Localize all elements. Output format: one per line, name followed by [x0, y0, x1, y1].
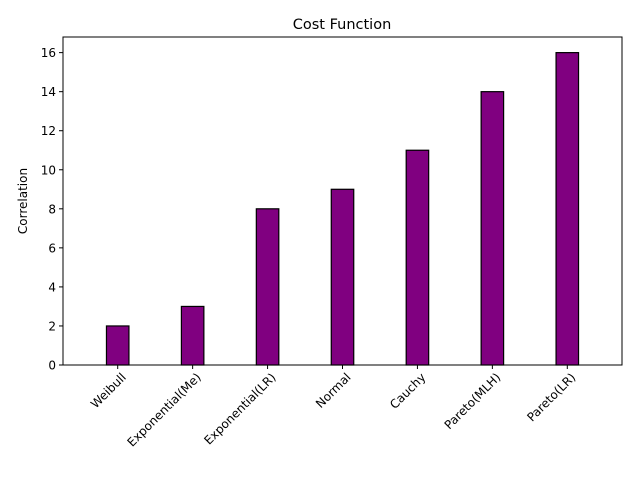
y-tick-label: 10 — [41, 163, 56, 177]
chart-title: Cost Function — [293, 17, 392, 33]
x-tick-label: Cauchy — [387, 370, 428, 411]
bar-cauchy — [405, 149, 430, 366]
bar-pareto-mlh — [480, 91, 505, 366]
bar-normal — [330, 188, 355, 366]
x-tick-label: Pareto(LR) — [524, 370, 578, 424]
x-tick-label: Weibull — [88, 370, 129, 411]
y-tick-label: 12 — [41, 124, 56, 138]
plot-area-frame — [62, 36, 623, 366]
y-axis-label: Correlation — [16, 168, 30, 234]
y-tick-label: 2 — [48, 319, 56, 333]
y-tick-label: 8 — [48, 202, 56, 216]
bar-exponential-lr — [255, 208, 280, 366]
bar-weibull — [105, 325, 130, 366]
x-tick-label: Pareto(MLH) — [442, 370, 504, 432]
y-tick-label: 6 — [48, 241, 56, 255]
bars-group — [105, 52, 580, 366]
bar-exponential-me — [180, 305, 205, 366]
y-tick-label: 16 — [41, 46, 56, 60]
y-tick-label: 14 — [41, 85, 56, 99]
y-axis-ticks: 0 2 4 6 8 10 12 14 16 — [41, 46, 63, 373]
x-tick-label: Normal — [313, 370, 354, 411]
x-tick-label: Exponential(LR) — [201, 370, 278, 447]
y-tick-label: 0 — [48, 359, 56, 373]
bar-pareto-lr — [555, 52, 580, 366]
x-tick-label: Exponential(Me) — [125, 370, 204, 449]
y-tick-label: 4 — [48, 280, 56, 294]
